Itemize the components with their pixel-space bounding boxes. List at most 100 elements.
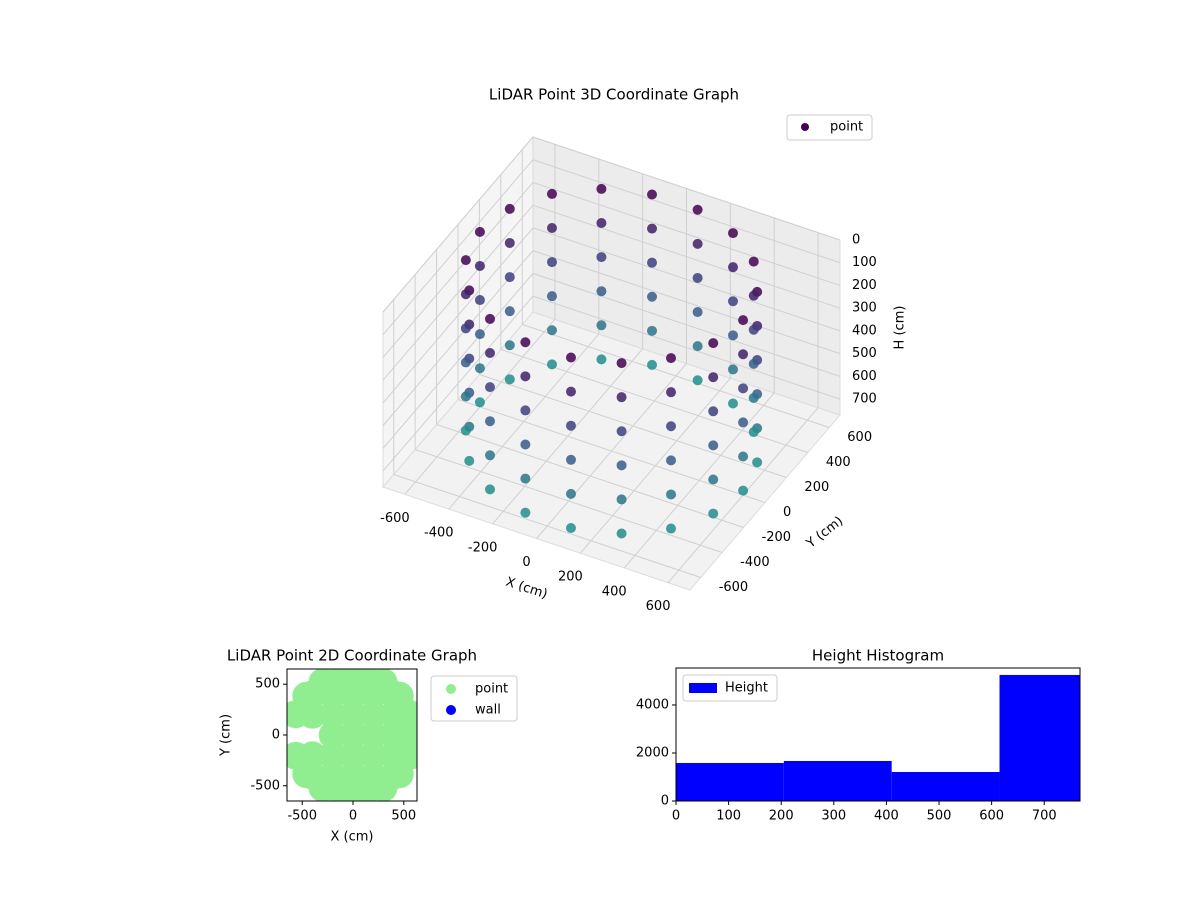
x-tick-label: 0: [522, 555, 530, 570]
point: [748, 290, 759, 301]
point: [565, 420, 576, 431]
point: [474, 363, 485, 374]
chart-title: LiDAR Point 3D Coordinate Graph: [489, 86, 739, 104]
z-tick-label: 100: [852, 255, 877, 270]
z-tick-label: 0: [852, 233, 860, 248]
point: [616, 528, 627, 539]
point: [474, 397, 485, 408]
y-axis-label: Y (cm): [219, 714, 234, 757]
point: [460, 289, 471, 300]
point: [504, 272, 515, 283]
point: [738, 315, 749, 326]
point: [666, 455, 677, 466]
point: [708, 474, 719, 485]
grid-line: [532, 295, 841, 400]
point: [748, 392, 759, 403]
grid-line: [522, 324, 830, 428]
point: [546, 359, 557, 370]
x-tick-label: 200: [558, 570, 583, 585]
grid-line: [457, 399, 766, 503]
y-tick-label: -200: [762, 530, 792, 545]
grid-line: [532, 272, 841, 377]
point: [738, 451, 749, 462]
point: [546, 325, 557, 336]
x-tick-label: -500: [287, 809, 317, 824]
point: [692, 204, 703, 215]
point: [318, 741, 347, 770]
point: [546, 188, 557, 199]
y-axis-label: Y (cm): [803, 514, 846, 552]
grid-line: [532, 227, 841, 332]
point: [596, 183, 607, 194]
point: [460, 323, 471, 334]
point: [520, 371, 531, 382]
grid-line: [382, 204, 534, 381]
point: [485, 416, 495, 427]
x-axis-label: X (cm): [504, 575, 550, 603]
point: [616, 358, 627, 369]
chart-title: LiDAR Point 2D Coordinate Graph: [227, 647, 477, 665]
point: [474, 329, 485, 340]
grid-line: [382, 227, 534, 404]
point: [728, 228, 738, 239]
z-tick-label: 500: [852, 346, 877, 361]
grid-line: [393, 474, 701, 578]
x-axis-label: X (cm): [331, 830, 374, 845]
point: [647, 257, 658, 268]
y-tick-label: 200: [804, 480, 829, 495]
point: [349, 669, 378, 689]
point: [647, 291, 658, 302]
x-tick-label: -600: [380, 511, 410, 526]
point: [520, 337, 531, 348]
point: [752, 457, 763, 468]
point: [748, 256, 759, 267]
y-tick-label: 400: [826, 455, 851, 470]
x-tick-label: 0: [672, 809, 680, 824]
point: [748, 324, 759, 335]
point: [708, 440, 719, 451]
point: [339, 700, 368, 729]
grid-line: [414, 449, 723, 553]
legend: [682, 674, 778, 702]
legend: [786, 114, 873, 141]
x-tick-label: 300: [821, 809, 846, 824]
point: [616, 494, 627, 505]
point: [616, 392, 627, 403]
x-tick-label: 400: [602, 584, 627, 599]
point: [728, 398, 738, 409]
point: [339, 741, 368, 770]
y-tick-label: -400: [740, 555, 770, 570]
grid-line: [382, 295, 534, 472]
point: [546, 257, 557, 268]
point: [565, 522, 576, 533]
point: [738, 485, 749, 496]
point: [485, 348, 495, 359]
bar: [999, 674, 1080, 801]
point: [474, 295, 485, 306]
chart-title: Height Histogram: [812, 647, 944, 665]
point: [728, 364, 738, 375]
point: [474, 226, 485, 237]
point: [647, 325, 658, 336]
point: [520, 473, 531, 484]
point: [460, 357, 471, 368]
point: [318, 721, 347, 749]
x-tick-label: -200: [468, 540, 498, 555]
z-axis-label: H (cm): [893, 306, 908, 350]
x-tick-label: 600: [979, 809, 1004, 824]
legend-marker: [689, 683, 717, 693]
point: [565, 454, 576, 465]
point: [728, 262, 738, 273]
point: [748, 427, 759, 438]
grid-line: [532, 136, 841, 241]
point: [596, 320, 607, 331]
x-tick-label: 500: [391, 809, 416, 824]
point: [692, 307, 703, 318]
z-tick-label: 700: [852, 392, 877, 407]
bar: [783, 760, 892, 801]
point: [692, 238, 703, 249]
z-tick-label: 300: [852, 301, 877, 316]
grid-line: [532, 159, 841, 264]
point: [708, 406, 719, 417]
